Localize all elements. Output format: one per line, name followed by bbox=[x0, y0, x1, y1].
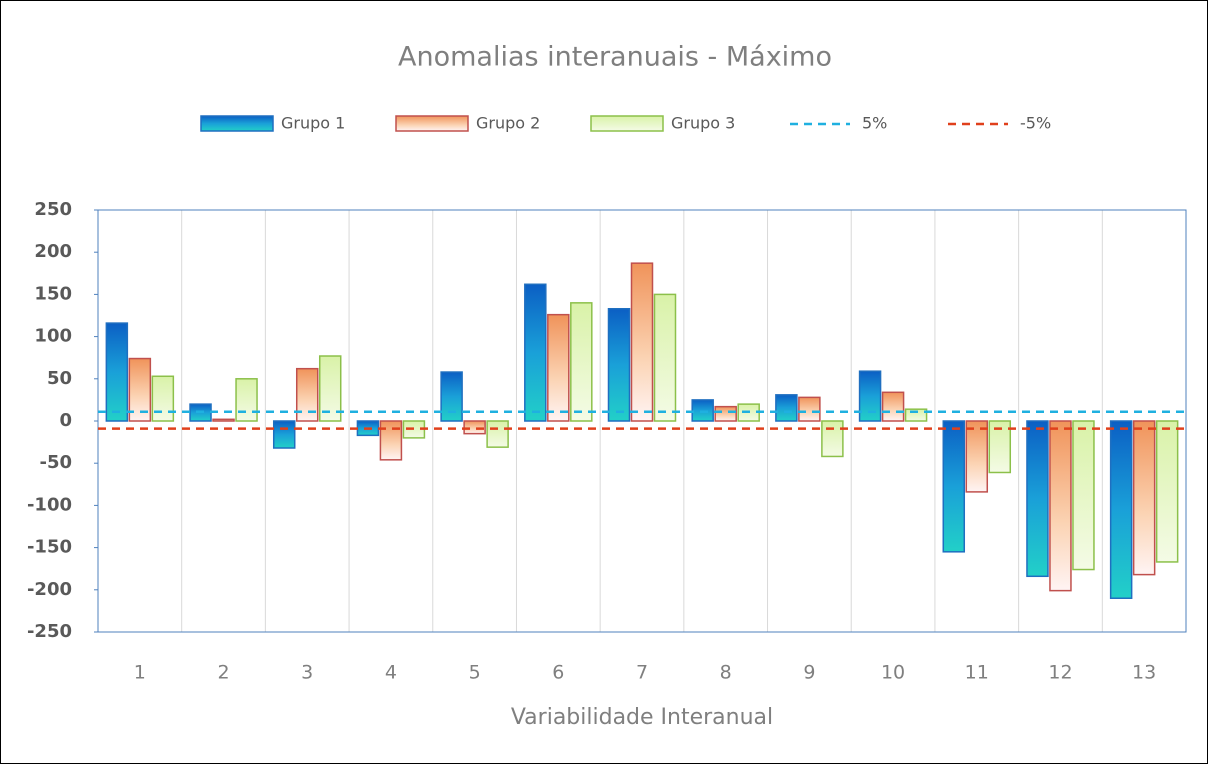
legend-swatch bbox=[590, 115, 664, 132]
y-tick-label: 50 bbox=[47, 368, 72, 389]
bar bbox=[547, 313, 570, 422]
bar bbox=[105, 322, 129, 422]
y-tick-label: -100 bbox=[27, 494, 72, 515]
plot-border bbox=[97, 209, 1187, 633]
bar bbox=[235, 378, 258, 422]
y-tick-label: -250 bbox=[27, 621, 72, 642]
x-tick-label: 8 bbox=[720, 662, 732, 684]
bar bbox=[858, 370, 882, 422]
bar bbox=[295, 367, 319, 422]
chart-title: Anomalias interanuais - Máximo bbox=[398, 42, 832, 73]
y-tick-label: 150 bbox=[34, 283, 72, 304]
bar bbox=[1049, 420, 1072, 592]
y-tick-label: 0 bbox=[59, 410, 72, 431]
legend-label: 5% bbox=[862, 114, 887, 133]
bar bbox=[524, 283, 547, 422]
x-tick-label: 6 bbox=[552, 662, 564, 684]
bar bbox=[151, 375, 175, 422]
bar bbox=[1109, 420, 1133, 599]
bar bbox=[904, 408, 928, 422]
bar bbox=[272, 420, 296, 449]
legend-label: Grupo 3 bbox=[671, 114, 735, 133]
bar bbox=[942, 420, 966, 553]
y-tick-label: -150 bbox=[27, 537, 72, 558]
bar bbox=[653, 293, 677, 422]
bar bbox=[775, 394, 798, 422]
x-tick-label: 9 bbox=[803, 662, 815, 684]
bar bbox=[318, 355, 342, 422]
bar bbox=[881, 391, 905, 422]
bar bbox=[1155, 420, 1179, 563]
bar bbox=[440, 371, 463, 422]
legend-swatch bbox=[395, 115, 469, 132]
y-tick-label: 250 bbox=[34, 199, 72, 220]
x-axis-title: Variabilidade Interanual bbox=[511, 705, 773, 730]
x-tick-label: 10 bbox=[881, 662, 905, 684]
bar bbox=[463, 420, 486, 435]
bar bbox=[486, 420, 509, 448]
y-tick-label: -50 bbox=[39, 452, 72, 473]
x-tick-label: 13 bbox=[1132, 662, 1156, 684]
x-tick-label: 5 bbox=[469, 662, 481, 684]
legend-swatch bbox=[200, 115, 274, 132]
x-tick-label: 4 bbox=[385, 662, 397, 684]
x-tick-label: 11 bbox=[965, 662, 989, 684]
bar bbox=[1072, 420, 1095, 571]
legend-label: Grupo 2 bbox=[476, 114, 540, 133]
bar bbox=[965, 420, 989, 493]
bar bbox=[714, 405, 737, 422]
x-tick-label: 7 bbox=[636, 662, 648, 684]
x-tick-label: 2 bbox=[217, 662, 229, 684]
bar bbox=[821, 420, 844, 458]
bar bbox=[128, 357, 152, 422]
bar bbox=[798, 396, 821, 422]
bar bbox=[607, 307, 631, 422]
x-tick-label: 12 bbox=[1048, 662, 1072, 684]
y-tick-label: -200 bbox=[27, 579, 72, 600]
bar bbox=[1132, 420, 1156, 576]
legend-label: Grupo 1 bbox=[281, 114, 345, 133]
x-tick-label: 1 bbox=[134, 662, 146, 684]
bar bbox=[691, 399, 714, 422]
y-tick-label: 200 bbox=[34, 241, 72, 262]
bar bbox=[630, 262, 654, 422]
bar bbox=[379, 420, 403, 461]
legend-label: -5% bbox=[1020, 114, 1051, 133]
x-tick-label: 3 bbox=[301, 662, 313, 684]
bar bbox=[988, 420, 1012, 474]
bar bbox=[570, 302, 593, 422]
bar bbox=[212, 418, 235, 422]
y-tick-label: 100 bbox=[34, 326, 72, 347]
bar bbox=[1026, 420, 1049, 578]
